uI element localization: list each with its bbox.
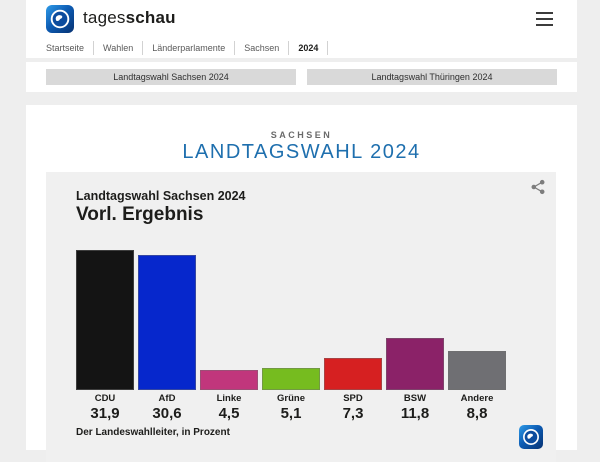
bar-bsw[interactable]: [386, 338, 444, 390]
bar-value-label: 30,6: [152, 405, 182, 422]
region-kicker: SACHSEN: [270, 130, 333, 140]
share-icon[interactable]: [530, 179, 546, 195]
breadcrumb-wahlen[interactable]: Wahlen: [94, 41, 144, 55]
main-content: SACHSEN LANDTAGSWAHL 2024 Landtagswahl S…: [26, 105, 577, 462]
bar-category-label: BSW: [403, 393, 427, 404]
bar-category-label: Andere: [460, 393, 494, 404]
chart-title: Landtagswahl Sachsen 2024: [76, 189, 246, 203]
bar-group: Linke 4,5: [200, 247, 258, 422]
tagesschau-globe-icon[interactable]: [46, 5, 74, 33]
breadcrumb-laenderparlamente[interactable]: Länderparlamente: [143, 41, 236, 55]
globe-icon: [50, 9, 70, 29]
bar-group: CDU 31,9: [76, 247, 134, 422]
bar-group: BSW 11,8: [386, 247, 444, 422]
bar-group: SPD 7,3: [324, 247, 382, 422]
bar-category-label: Linke: [216, 393, 242, 404]
tagesschau-globe-icon: [519, 425, 543, 449]
brand-prefix: tages: [83, 8, 126, 27]
breadcrumb-sachsen[interactable]: Sachsen: [235, 41, 290, 55]
globe-icon: [523, 429, 539, 445]
election-tabs-bar: Landtagswahl Sachsen 2024 Landtagswahl T…: [26, 62, 577, 92]
bar-category-label: AfD: [158, 393, 176, 404]
bar-category-label: CDU: [94, 393, 116, 404]
bar-cdu[interactable]: [76, 249, 134, 390]
breadcrumb-startseite[interactable]: Startseite: [46, 41, 95, 55]
breadcrumb: Startseite Wahlen Länderparlamente Sachs…: [46, 41, 329, 55]
bar-value-label: 11,8: [400, 405, 430, 422]
bar-category-label: Grüne: [277, 393, 305, 404]
brand-suffix: schau: [125, 8, 176, 27]
bar-chart: CDU 31,9 AfD 30,6 Linke 4,5 Grüne 5,1 SPD 7,3 BSW 1…: [76, 247, 506, 422]
bar-afd[interactable]: [138, 255, 196, 390]
bar-category-label: SPD: [343, 393, 363, 404]
hamburger-menu-icon[interactable]: [536, 12, 553, 26]
tab-landtagswahl-sachsen[interactable]: Landtagswahl Sachsen 2024: [46, 69, 296, 85]
site-header: tagesschau Startseite Wahlen Länderparla…: [26, 0, 577, 58]
chart-subtitle: Vorl. Ergebnis: [76, 204, 204, 225]
chart-source: Der Landeswahlleiter, in Prozent: [76, 427, 230, 438]
bar-grune[interactable]: [262, 367, 320, 390]
bar-andere[interactable]: [448, 351, 506, 390]
bar-linke[interactable]: [200, 370, 258, 390]
bar-value-label: 5,1: [280, 405, 302, 422]
results-chart-panel: Landtagswahl Sachsen 2024 Vorl. Ergebnis…: [46, 172, 556, 462]
bar-group: AfD 30,6: [138, 247, 196, 422]
bar-group: Grüne 5,1: [262, 247, 320, 422]
bar-value-label: 8,8: [466, 405, 488, 422]
bar-value-label: 7,3: [342, 405, 364, 422]
page-title: LANDTAGSWAHL 2024: [182, 141, 421, 163]
breadcrumb-2024[interactable]: 2024: [289, 41, 329, 55]
tab-landtagswahl-thueringen[interactable]: Landtagswahl Thüringen 2024: [307, 69, 557, 85]
bar-spd[interactable]: [324, 357, 382, 390]
brand-wordmark[interactable]: tagesschau: [83, 8, 176, 28]
bar-value-label: 4,5: [218, 405, 240, 422]
bar-value-label: 31,9: [90, 405, 120, 422]
bar-group: Andere 8,8: [448, 247, 506, 422]
